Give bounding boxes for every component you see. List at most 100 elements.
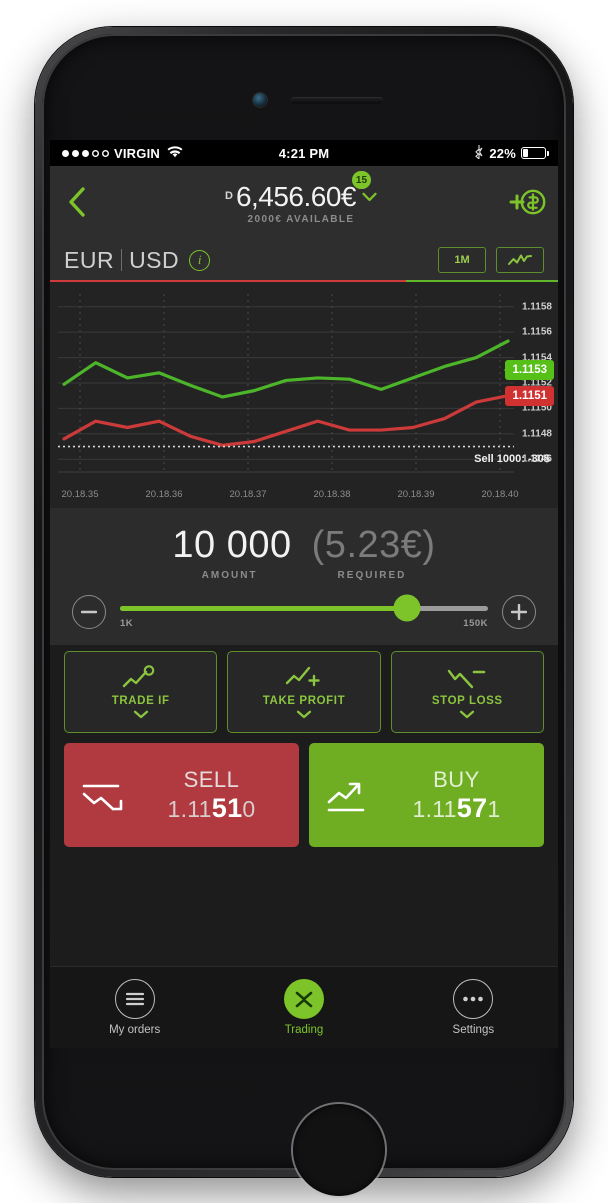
slider-min-label: 1K [120, 617, 134, 629]
x-axis-tick: 20.18.37 [229, 489, 267, 500]
divider-red [50, 279, 406, 282]
chart-canvas [50, 282, 558, 508]
trade-if-label: TRADE IF [111, 694, 170, 707]
slider-fill [120, 605, 408, 611]
y-axis-tick: 1.1146 [521, 453, 552, 465]
take-profit-button[interactable]: TAKE PROFIT [227, 651, 381, 733]
price-tag-ask: 1.1153 [504, 360, 554, 381]
sell-annotation: Sell 1000: -30$ [474, 452, 550, 465]
wifi-icon [167, 145, 183, 161]
stop-loss-button[interactable]: STOP LOSS [390, 651, 544, 733]
decrease-amount-button[interactable] [72, 595, 106, 629]
add-funds-button[interactable] [498, 187, 558, 217]
y-axis-tick: 1.1156 [521, 326, 552, 338]
pair-quote-label: USD [129, 246, 180, 273]
tab-settings-label: Settings [452, 1024, 495, 1036]
y-axis-tick: 1.1152 [521, 377, 552, 389]
chevron-down-icon[interactable] [362, 189, 377, 206]
trade-if-icon [122, 664, 154, 687]
increase-amount-button[interactable] [502, 595, 536, 629]
status-bar: VIRGIN 4:21 PM 22% [50, 140, 558, 166]
balance-row: D 6,456.60€ 15 [224, 171, 377, 213]
battery-percent-label: 22% [489, 145, 516, 161]
amount-row: 10 000 (5.23€) [50, 524, 558, 567]
tab-my-orders-label: My orders [109, 1024, 161, 1036]
carrier-label: VIRGIN [114, 145, 160, 161]
buy-price: 1.11571 [412, 792, 501, 823]
buy-label: BUY [433, 766, 480, 792]
amount-label: AMOUNT [201, 570, 258, 581]
price-chart[interactable]: 1.1158 1.1156 1.1154 1.1152 1.1150 1.1148 1.11… [50, 282, 558, 508]
x-axis-tick: 20.18.38 [313, 489, 351, 500]
tab-trading[interactable]: Trading [219, 967, 388, 1048]
status-bar-left: VIRGIN [62, 146, 279, 161]
stop-loss-icon [448, 669, 486, 688]
x-axis-tick: 20.18.36 [145, 489, 183, 500]
tab-trading-label: Trading [284, 1024, 324, 1036]
chart-type-button[interactable] [496, 247, 544, 273]
signal-dot [102, 150, 109, 157]
timeframe-button[interactable]: 1M [438, 247, 486, 273]
trade-if-button[interactable]: TRADE IF [64, 651, 218, 733]
amount-value[interactable]: 10 000 [172, 524, 292, 566]
back-button[interactable] [50, 186, 104, 218]
trading-icon [283, 979, 324, 1019]
currency-pair-bar: EUR USD i 1M [50, 238, 558, 282]
slider-track[interactable] [120, 594, 488, 622]
tab-my-orders[interactable]: My orders [50, 967, 219, 1048]
more-dots-icon [453, 979, 494, 1019]
required-label: REQUIRED [337, 570, 407, 581]
x-axis-labels: 20.18.35 20.18.36 20.18.37 20.18.38 20.18.39… [50, 489, 558, 505]
currency-pair[interactable]: EUR USD i [64, 246, 211, 274]
signal-strength-icon [62, 149, 109, 157]
divider-green [405, 279, 558, 282]
y-axis-tick: 1.1154 [521, 352, 552, 364]
x-axis-tick: 20.18.35 [61, 489, 99, 500]
home-button[interactable] [293, 1104, 385, 1196]
pair-base-label: EUR [64, 246, 115, 273]
tab-settings[interactable]: Settings [389, 967, 558, 1048]
slider-thumb[interactable] [393, 594, 421, 622]
line-chart-icon [508, 254, 532, 265]
signal-dot [92, 150, 99, 157]
amount-slider-section: 1K 150K [50, 591, 558, 645]
sell-price: 1.11510 [167, 792, 256, 823]
take-profit-label: TAKE PROFIT [262, 694, 346, 707]
x-axis-tick: 20.18.39 [397, 489, 435, 500]
amount-labels-row: AMOUNT REQUIRED [50, 570, 558, 581]
chevron-down-icon[interactable] [459, 710, 475, 721]
slider-track-wrapper[interactable]: 1K 150K [120, 594, 488, 629]
account-header: D 6,456.60€ 15 2000€ AVAILABLE [50, 166, 558, 238]
pair-separator [121, 249, 123, 271]
sell-button[interactable]: SELL 1.11510 [64, 743, 299, 847]
minus-icon [81, 610, 97, 614]
add-funds-icon [509, 189, 546, 215]
signal-dot [62, 149, 69, 157]
plus-icon [511, 604, 527, 620]
bid-ask-divider [50, 279, 558, 282]
x-axis-tick: 20.18.40 [481, 489, 519, 500]
sell-label: SELL [183, 766, 240, 792]
balance-block[interactable]: D 6,456.60€ 15 2000€ AVAILABLE [104, 171, 498, 225]
y-axis-tick: 1.1148 [521, 428, 552, 440]
required-value: (5.23€) [311, 524, 436, 566]
currency-prefix: D [224, 190, 233, 202]
slider-range-labels: 1K 150K [120, 618, 488, 629]
signal-dot [82, 149, 89, 157]
buy-text: BUY 1.11571 [383, 767, 530, 824]
chevron-left-icon [69, 187, 85, 217]
sell-text: SELL 1.11510 [138, 767, 285, 824]
battery-icon [521, 147, 550, 159]
stop-loss-label: STOP LOSS [431, 694, 503, 707]
buy-button[interactable]: BUY 1.11571 [309, 743, 544, 847]
notification-badge[interactable]: 15 [351, 171, 372, 189]
bluetooth-icon [475, 144, 484, 162]
chevron-down-icon[interactable] [296, 710, 312, 721]
info-icon[interactable]: i [189, 249, 211, 271]
signal-dot [72, 149, 79, 157]
slider-max-label: 150K [463, 617, 488, 629]
order-type-row: TRADE IF TAKE PROFIT STOP LOSS [50, 645, 558, 743]
y-axis-tick: 1.1158 [521, 301, 552, 313]
bottom-tab-bar: My orders Trading Settings [50, 966, 558, 1048]
chevron-down-icon[interactable] [133, 710, 149, 721]
